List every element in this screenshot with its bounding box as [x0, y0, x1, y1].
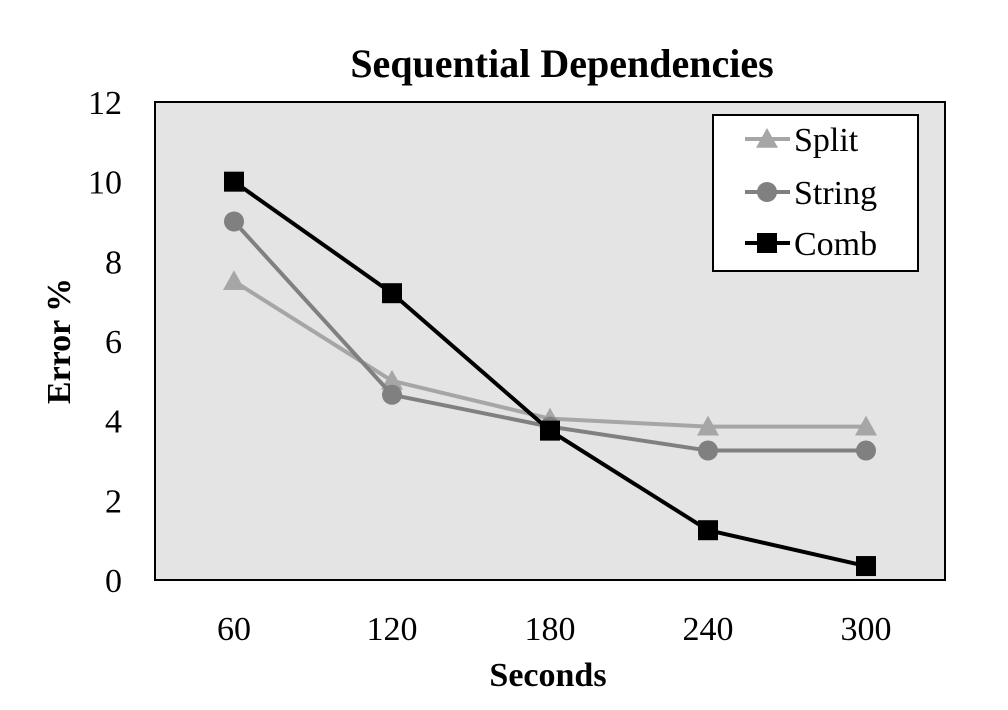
y-axis-ticks: 0 2 4 6 8 10 12 — [88, 85, 122, 600]
data-point-string — [224, 211, 244, 232]
x-axis-title: Seconds — [489, 657, 606, 694]
legend-label-string: String — [794, 175, 877, 212]
legend-item-comb: Comb — [745, 226, 877, 263]
data-point-comb — [856, 556, 876, 577]
y-axis-title: Error % — [41, 278, 78, 404]
x-axis-ticks: 60 120 180 240 300 — [217, 611, 892, 648]
y-tick-label: 0 — [105, 563, 122, 600]
legend-label-split: Split — [794, 122, 859, 159]
data-point-split — [381, 369, 403, 390]
data-point-string — [856, 440, 876, 461]
data-point-string — [698, 440, 718, 461]
x-tick-label: 60 — [217, 611, 251, 648]
y-tick-label: 10 — [88, 165, 122, 202]
y-tick-label: 12 — [88, 85, 122, 122]
legend-label-comb: Comb — [794, 226, 877, 263]
legend-item-split: Split — [745, 122, 859, 159]
x-tick-label: 240 — [683, 611, 734, 648]
legend-marker-split — [756, 128, 778, 148]
x-tick-label: 180 — [525, 611, 576, 648]
data-point-comb — [698, 520, 718, 541]
data-point-split — [855, 415, 877, 436]
data-point-split — [223, 270, 245, 291]
y-tick-label: 8 — [105, 244, 122, 281]
series-layer — [223, 171, 877, 577]
legend-item-string: String — [745, 175, 877, 212]
data-point-string — [382, 384, 402, 405]
legend-marker-string — [757, 182, 777, 202]
legend: Split String Comb — [712, 114, 919, 272]
y-tick-label: 6 — [105, 324, 122, 361]
legend-marker-comb — [757, 233, 777, 253]
data-point-comb — [540, 420, 560, 441]
series-comb — [224, 171, 876, 577]
chart-title: Sequential Dependencies — [350, 41, 773, 86]
y-tick-label: 4 — [105, 404, 122, 441]
data-point-comb — [224, 171, 244, 192]
y-tick-label: 2 — [105, 483, 122, 520]
x-tick-label: 120 — [367, 611, 418, 648]
x-tick-label: 300 — [841, 611, 892, 648]
data-point-split — [697, 415, 719, 436]
data-point-comb — [382, 283, 402, 304]
